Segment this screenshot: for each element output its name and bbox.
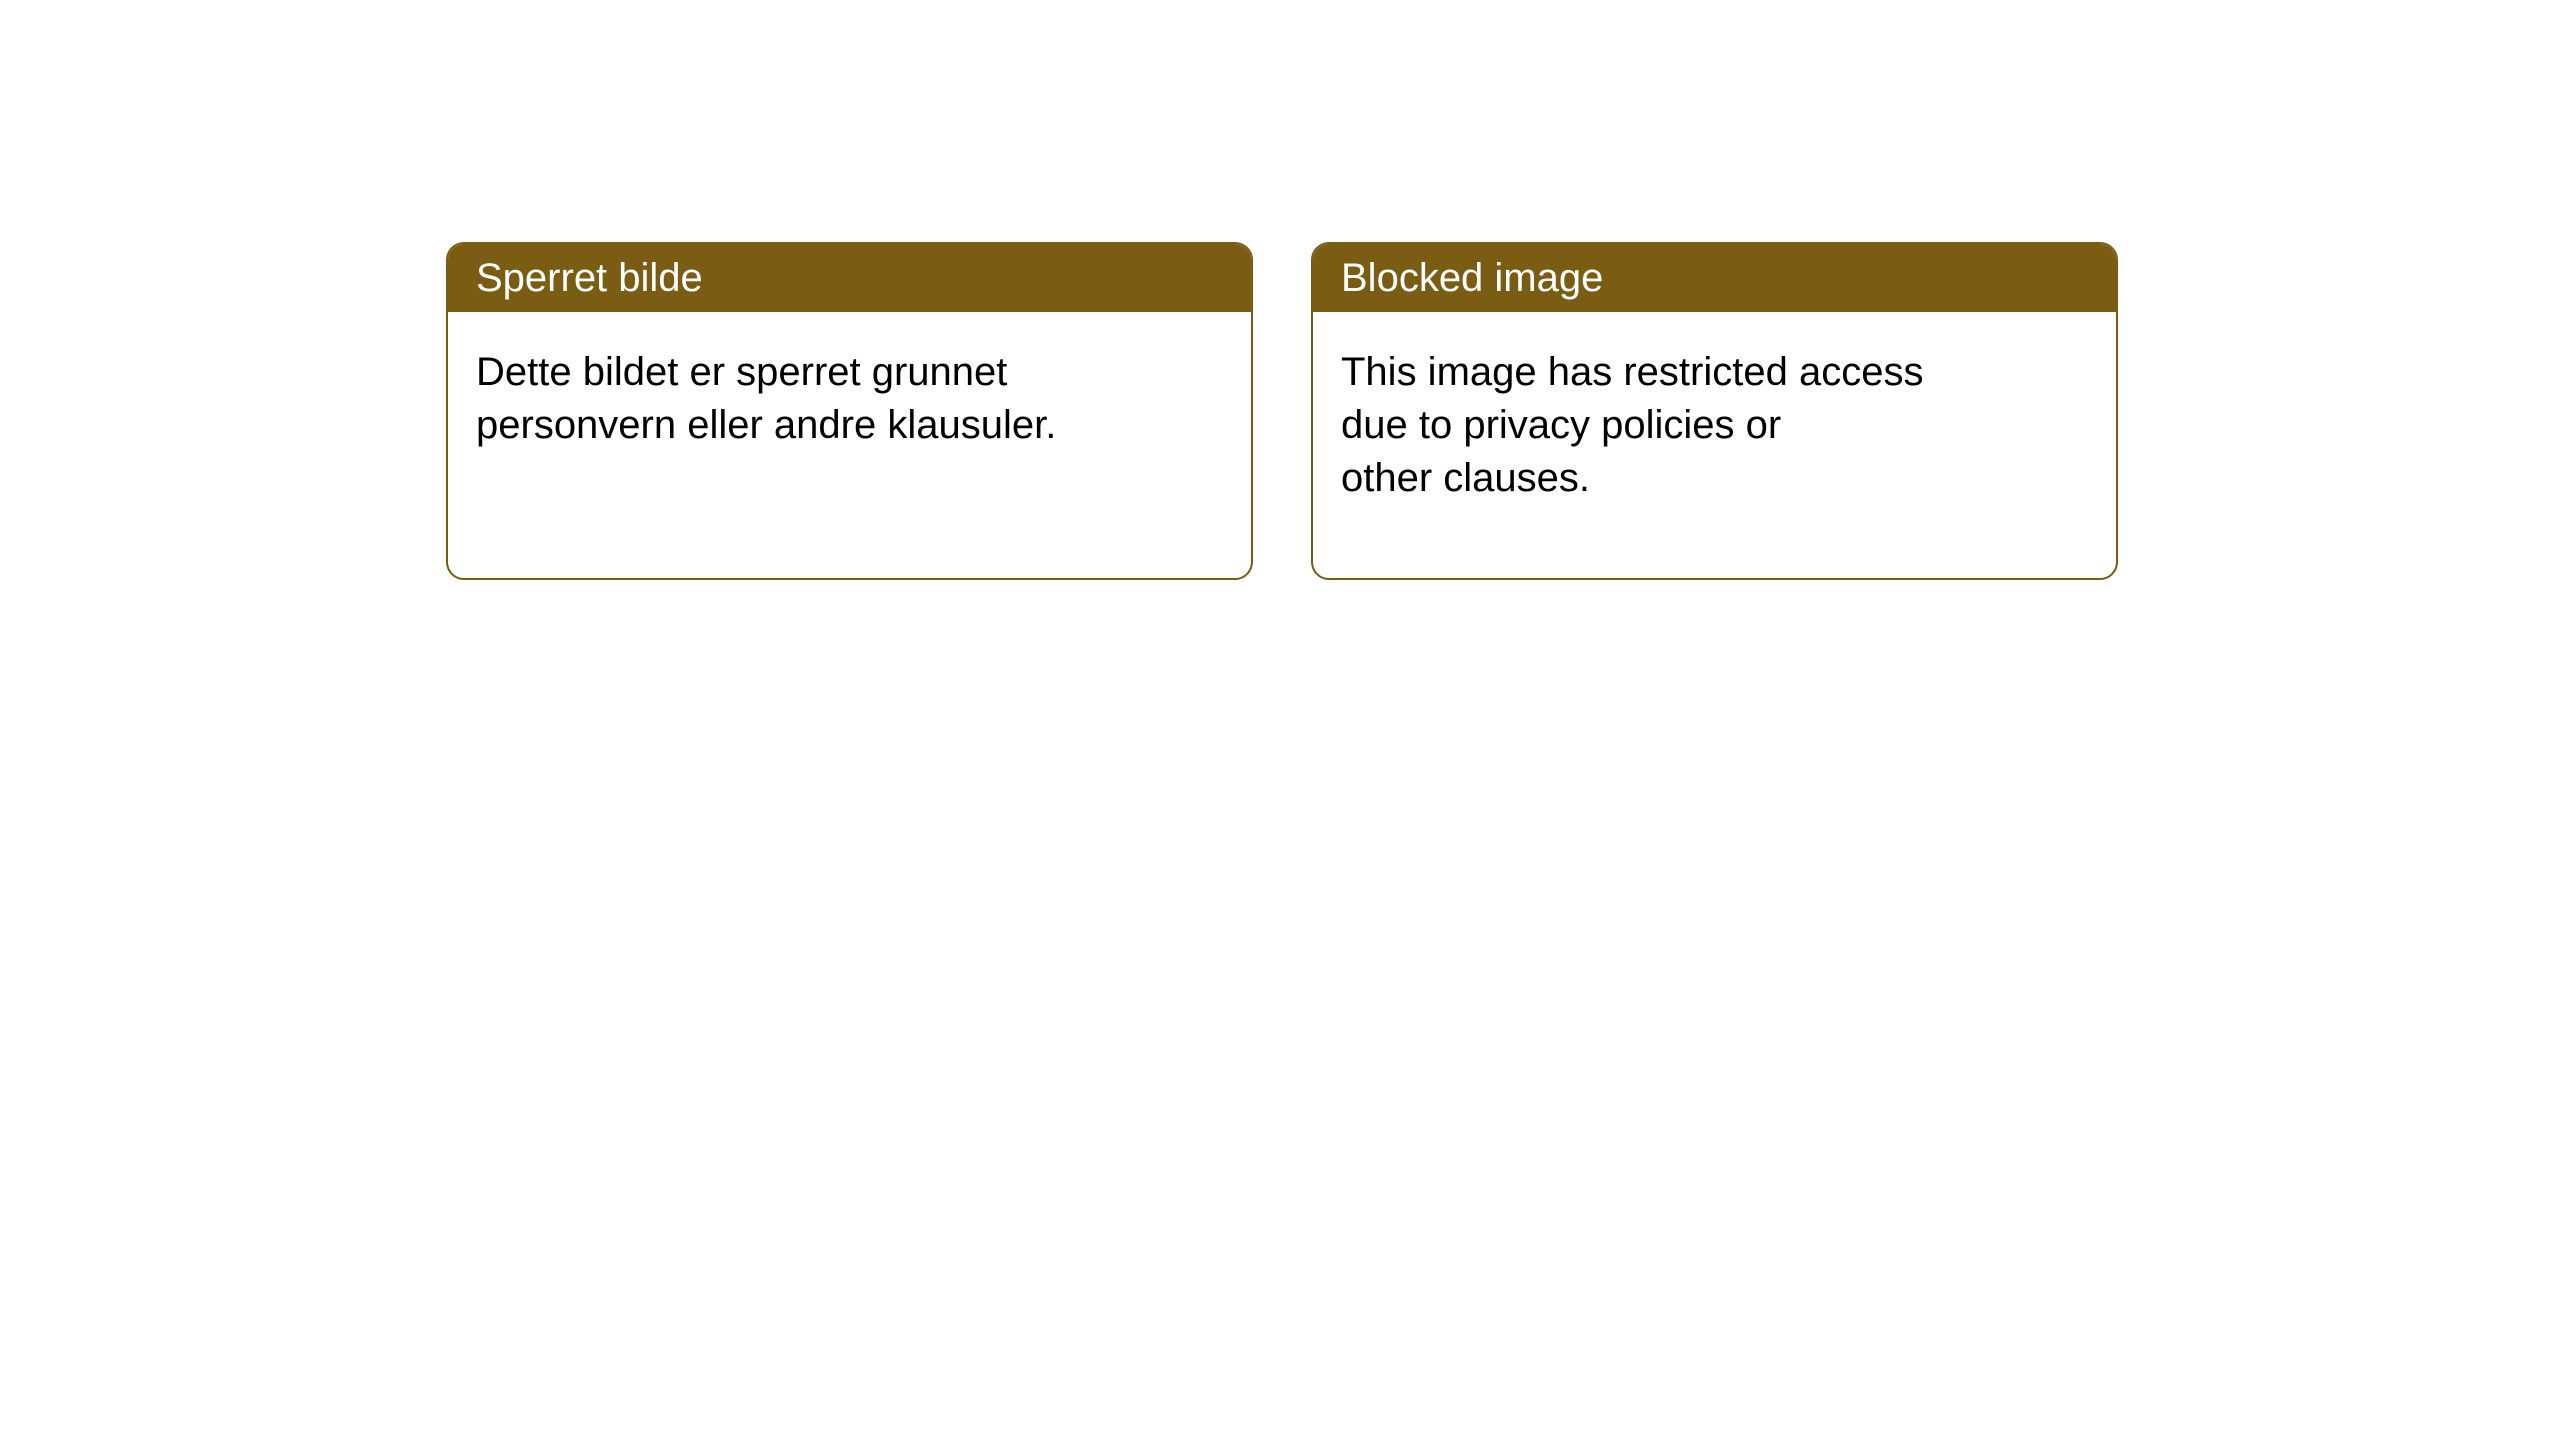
notice-container: Sperret bilde Dette bildet er sperret gr… <box>0 0 2560 580</box>
notice-body: This image has restricted access due to … <box>1313 312 2116 538</box>
notice-body: Dette bildet er sperret grunnet personve… <box>448 312 1251 486</box>
notice-card-english: Blocked image This image has restricted … <box>1311 242 2118 580</box>
notice-card-norwegian: Sperret bilde Dette bildet er sperret gr… <box>446 242 1253 580</box>
notice-header: Blocked image <box>1313 244 2116 312</box>
notice-header: Sperret bilde <box>448 244 1251 312</box>
